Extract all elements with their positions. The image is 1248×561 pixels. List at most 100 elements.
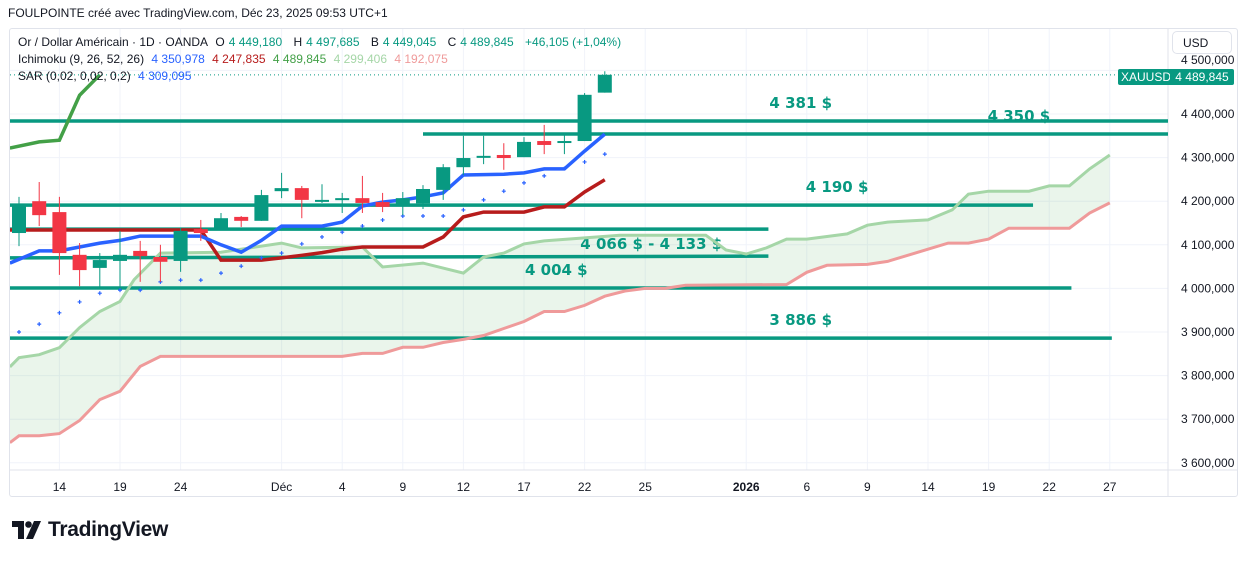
- time-tick-label: 22: [578, 480, 592, 494]
- candle-down: [193, 229, 208, 234]
- sar-point: [77, 299, 82, 304]
- level-label: 4 066 $ - 4 133 $: [580, 235, 722, 253]
- cloud-fill: [10, 155, 1110, 443]
- sar-point: [582, 159, 587, 164]
- price-tick-label: 4 500,000: [1181, 53, 1235, 67]
- sar-point: [239, 264, 244, 269]
- tenkan-line: [10, 132, 606, 265]
- candle-down: [32, 201, 47, 216]
- close-label: C: [447, 35, 457, 49]
- candle-down: [234, 216, 249, 221]
- sar-point: [481, 197, 486, 202]
- brand-name: TradingView: [48, 518, 169, 541]
- price-tick-label: 3 700,000: [1181, 412, 1235, 426]
- legend-ichimoku-row: Ichimoku (9, 26, 52, 26) 4 350,978 4 247…: [18, 52, 452, 66]
- candle-down: [496, 154, 511, 159]
- candle-down: [537, 141, 552, 145]
- legend-sar-row: SAR (0,02, 0,02, 0,2) 4 309,095: [18, 69, 195, 83]
- candle-up: [12, 203, 26, 234]
- candle-up: [597, 74, 612, 93]
- sar-point: [97, 291, 102, 296]
- candle-up: [395, 198, 410, 206]
- sar-point: [57, 310, 62, 315]
- candle-up: [315, 199, 329, 202]
- kijun-line: [10, 178, 606, 262]
- high: 4 497,685: [306, 35, 360, 49]
- tenkan-value: 4 350,978: [151, 52, 205, 66]
- close: 4 489,845: [460, 35, 514, 49]
- candle-down: [72, 254, 87, 271]
- level-label: 4 381 $: [769, 94, 832, 112]
- level-label: 4 350 $: [988, 107, 1051, 125]
- time-tick-label: 24: [174, 480, 188, 494]
- last-price-label: 4 489,845: [1170, 69, 1234, 85]
- candle-down: [375, 202, 390, 207]
- time-tick-label: 25: [639, 480, 653, 494]
- ichimoku-cloud: [10, 155, 1110, 443]
- sar-point: [602, 152, 607, 157]
- candle-up: [335, 198, 350, 201]
- chikou-line: [10, 73, 102, 150]
- candle-up: [173, 230, 188, 261]
- open: 4 449,180: [228, 35, 283, 49]
- sar-point: [461, 207, 466, 212]
- sar-point: [542, 173, 547, 178]
- sar-point: [37, 322, 42, 327]
- time-tick-label: 2026: [733, 480, 760, 494]
- candle-up: [577, 94, 592, 142]
- senkou-a-value: 4 299,406: [333, 52, 388, 66]
- price-tick-label: 3 600,000: [1181, 456, 1235, 470]
- candle-up: [214, 218, 228, 230]
- candle-up: [113, 254, 127, 261]
- sar-title[interactable]: SAR (0,02, 0,02, 0,2): [18, 69, 131, 83]
- time-tick-label: 12: [457, 480, 471, 494]
- ichimoku-title[interactable]: Ichimoku (9, 26, 52, 26): [18, 52, 145, 66]
- support-resistance-levels: 4 381 $ 4 350 $ 4 190 $ 4 066 $ - 4 133 $ 4 …: [10, 94, 1168, 340]
- chart-frame: [9, 28, 1238, 497]
- price-axis[interactable]: 4 500,000 4 400,000 4 300,000 4 200,000 4 10…: [1181, 53, 1235, 470]
- price-tick-label: 4 100,000: [1181, 238, 1235, 252]
- candle-up: [254, 195, 269, 221]
- time-tick-label: 9: [399, 480, 406, 494]
- senkou-b-value: 4 192,075: [394, 52, 448, 66]
- sar-point: [320, 234, 324, 239]
- currency-button[interactable]: USD: [1172, 31, 1232, 54]
- senkou-b-line: [10, 201, 1111, 444]
- candle-down: [133, 250, 148, 257]
- candle-up: [517, 141, 531, 158]
- senkou-a-line: [10, 153, 1111, 368]
- time-tick-label: 19: [113, 480, 127, 494]
- sar-point: [441, 214, 446, 219]
- time-axis[interactable]: 14 19 24 Déc 4 9 12 17 22 25 2026 6 9 14 19 22 27: [53, 480, 1117, 494]
- candle-up: [274, 188, 289, 192]
- sar-point: [522, 180, 526, 185]
- level-label: 4 190 $: [806, 178, 869, 196]
- price-tick-label: 3 900,000: [1181, 325, 1235, 339]
- time-tick-label: 14: [921, 480, 935, 494]
- candles: [12, 71, 612, 288]
- sar-point: [360, 224, 365, 229]
- price-tick-label: 4 000,000: [1181, 281, 1235, 295]
- sar-point: [259, 255, 264, 260]
- time-tick-label: 27: [1103, 480, 1117, 494]
- time-tick-label: 4: [339, 480, 346, 494]
- chikou-value: 4 489,845: [272, 52, 327, 66]
- price-tick-label: 3 800,000: [1181, 369, 1235, 383]
- low: 4 449,045: [382, 35, 437, 49]
- symbol-title[interactable]: Or / Dollar Américain · 1D · OANDA: [18, 35, 209, 49]
- tradingview-logo[interactable]: TradingView: [12, 518, 168, 542]
- level-line: [10, 254, 769, 260]
- price-tick-label: 4 200,000: [1181, 194, 1235, 208]
- time-tick-label: 19: [982, 480, 996, 494]
- sar-point: [178, 278, 183, 283]
- sar-point: [501, 189, 506, 194]
- sar-point: [118, 288, 122, 293]
- level-label: 4 004 $: [525, 261, 588, 279]
- sar-point: [17, 330, 21, 334]
- high-label: H: [293, 35, 303, 49]
- sar-point: [340, 230, 345, 235]
